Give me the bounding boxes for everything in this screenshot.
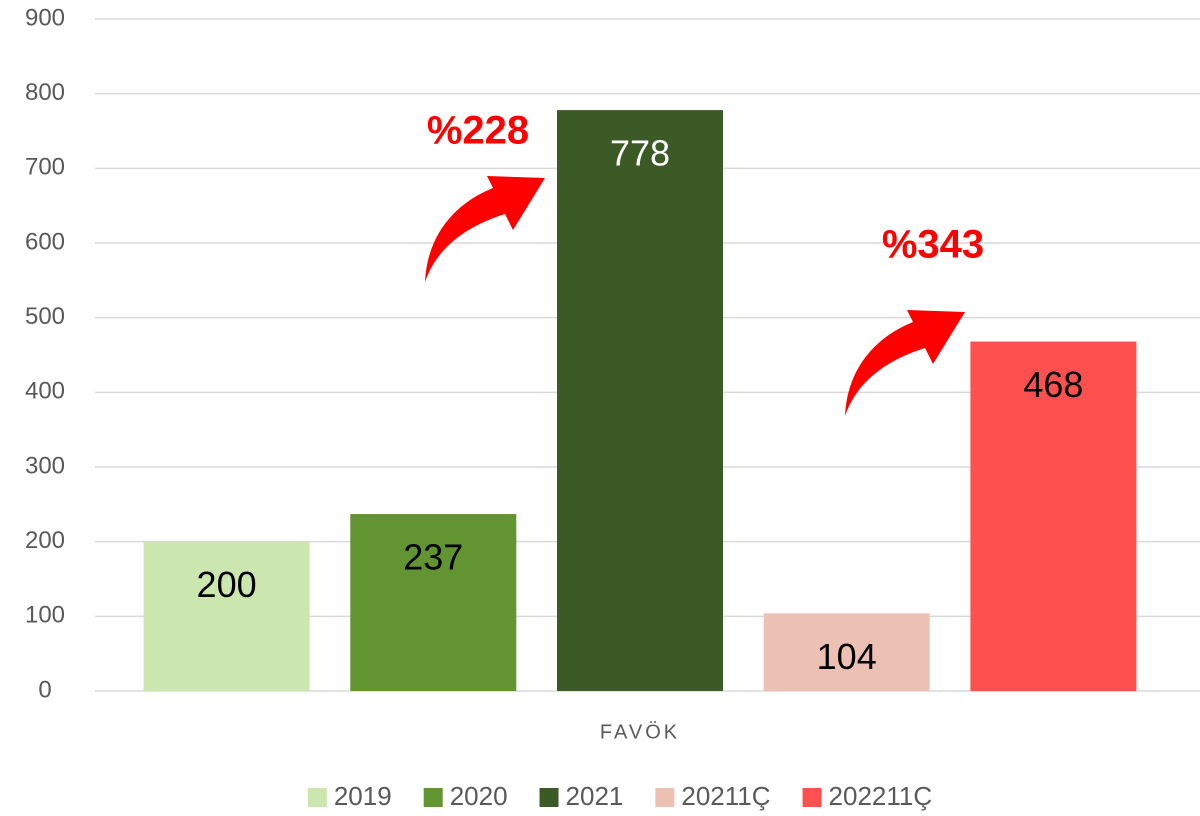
- legend-swatch: [423, 788, 443, 807]
- y-tick-label: 200: [25, 527, 65, 554]
- annotation: %228: [427, 109, 529, 153]
- y-tick-label: 100: [25, 602, 65, 629]
- bar: [557, 110, 723, 692]
- y-tick-label: 700: [25, 154, 65, 181]
- bar: [143, 541, 310, 691]
- y-tick-label: 400: [25, 378, 65, 405]
- legend-label: 2020: [450, 781, 508, 811]
- legend-swatch: [655, 788, 675, 807]
- legend-label: 2019: [334, 781, 392, 811]
- value-label: 104: [817, 636, 877, 677]
- y-tick-label: 0: [38, 676, 51, 703]
- bar: [350, 514, 517, 691]
- value-label: 200: [197, 564, 257, 605]
- legend-swatch: [802, 788, 822, 807]
- legend-label: 20211Ç: [681, 781, 770, 811]
- legend-swatch: [307, 788, 327, 807]
- y-tick-label: 600: [25, 228, 65, 255]
- bar: [970, 341, 1137, 691]
- bar: [763, 613, 930, 691]
- y-tick-label: 500: [25, 303, 65, 330]
- legend-label: 202211Ç: [829, 781, 933, 811]
- value-label: 237: [403, 537, 463, 578]
- value-label: 778: [610, 133, 670, 174]
- annotation: %343: [882, 223, 984, 267]
- value-label: 468: [1023, 364, 1083, 405]
- legend: 2019 2020 2021 20211Ç 202211Ç: [307, 781, 933, 811]
- x-tick-label: FAVÖK: [600, 721, 680, 743]
- annotation-arrow: [845, 310, 965, 416]
- legend-label: 2021: [566, 781, 624, 811]
- y-tick-label: 800: [25, 79, 65, 106]
- y-tick-label: 900: [25, 4, 65, 31]
- annotation-arrow: [425, 176, 545, 282]
- y-tick-label: 300: [25, 452, 65, 479]
- legend-swatch: [539, 788, 559, 807]
